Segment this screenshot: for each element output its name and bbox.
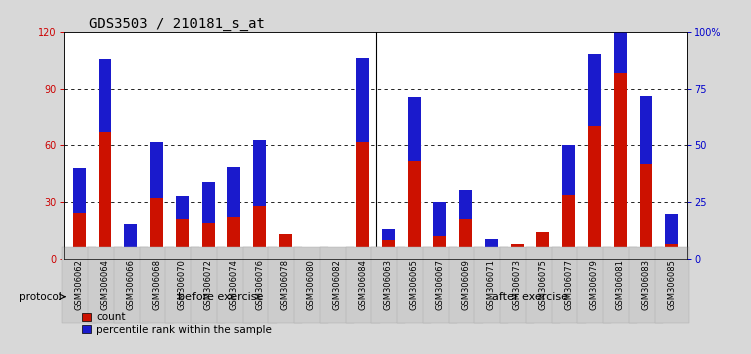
Bar [66, 285, 376, 309]
Bar [665, 214, 678, 244]
Text: GSM306064: GSM306064 [101, 259, 110, 310]
Bar [640, 96, 653, 164]
Bar [125, 253, 137, 259]
Bar [485, 239, 498, 255]
Text: GSM306077: GSM306077 [564, 259, 573, 310]
Bar [98, 59, 111, 132]
Bar [228, 167, 240, 217]
Bar [665, 244, 678, 259]
Text: GSM306065: GSM306065 [409, 259, 418, 310]
Bar [253, 206, 266, 259]
Bar [511, 244, 523, 259]
Text: GSM306082: GSM306082 [333, 259, 342, 310]
Text: GSM306074: GSM306074 [229, 259, 238, 310]
Legend: count, percentile rank within the sample: count, percentile rank within the sample [82, 313, 272, 335]
Bar [73, 168, 86, 213]
Bar [150, 198, 163, 259]
Bar [408, 97, 421, 160]
Bar [562, 145, 575, 195]
Text: GSM306067: GSM306067 [436, 259, 445, 310]
Bar [305, 251, 318, 259]
Text: GSM306075: GSM306075 [538, 259, 547, 310]
Bar [150, 142, 163, 198]
Bar [125, 224, 137, 253]
Text: GSM306079: GSM306079 [590, 259, 599, 310]
Bar [330, 255, 343, 259]
Bar [253, 140, 266, 206]
Bar [376, 285, 685, 309]
Bar [279, 234, 292, 259]
Bar [459, 190, 472, 219]
Bar [588, 54, 601, 126]
Bar [73, 213, 86, 259]
Bar [201, 182, 215, 223]
Bar [228, 217, 240, 259]
Text: before exercise: before exercise [178, 292, 264, 302]
Bar [459, 219, 472, 259]
Bar [356, 142, 369, 259]
Text: GSM306076: GSM306076 [255, 259, 264, 310]
Bar [485, 255, 498, 259]
Text: protocol: protocol [19, 292, 62, 302]
Text: GSM306070: GSM306070 [178, 259, 187, 310]
Text: GSM306084: GSM306084 [358, 259, 367, 310]
Bar [98, 132, 111, 259]
Bar [614, 0, 626, 74]
Bar [536, 233, 550, 259]
Text: GSM306062: GSM306062 [75, 259, 84, 310]
Text: GSM306083: GSM306083 [641, 259, 650, 310]
Bar [356, 58, 369, 142]
Bar [614, 74, 626, 259]
Text: GSM306066: GSM306066 [126, 259, 135, 310]
Text: GSM306068: GSM306068 [152, 259, 161, 310]
Bar [176, 196, 189, 219]
Text: GSM306071: GSM306071 [487, 259, 496, 310]
Text: GSM306078: GSM306078 [281, 259, 290, 310]
Text: GSM306072: GSM306072 [204, 259, 213, 310]
Bar [176, 219, 189, 259]
Text: GSM306063: GSM306063 [384, 259, 393, 310]
Bar [562, 195, 575, 259]
Bar [201, 223, 215, 259]
Bar [640, 164, 653, 259]
Text: GDS3503 / 210181_s_at: GDS3503 / 210181_s_at [89, 17, 264, 31]
Bar [588, 126, 601, 259]
Bar [433, 202, 446, 236]
Text: GSM306085: GSM306085 [667, 259, 676, 310]
Bar [408, 160, 421, 259]
Bar [382, 229, 395, 240]
Text: GSM306069: GSM306069 [461, 259, 470, 310]
Bar [382, 240, 395, 259]
Text: GSM306073: GSM306073 [513, 259, 522, 310]
Text: after exercise: after exercise [492, 292, 568, 302]
Text: GSM306080: GSM306080 [306, 259, 315, 310]
Bar [433, 236, 446, 259]
Text: GSM306081: GSM306081 [616, 259, 625, 310]
